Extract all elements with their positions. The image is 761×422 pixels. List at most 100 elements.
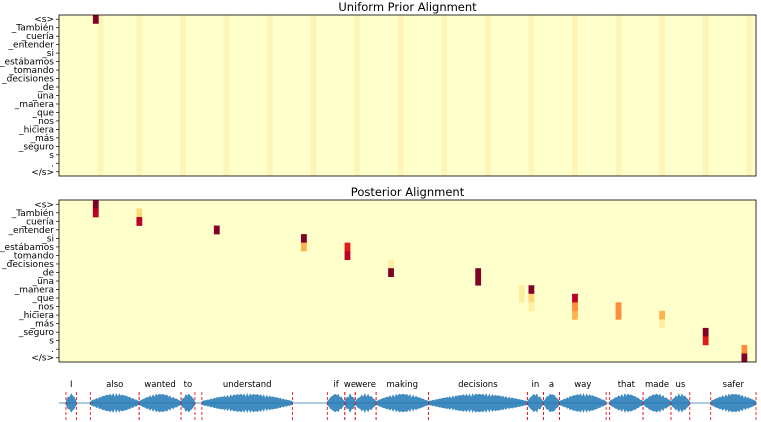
y-tick-label: </s> [31, 168, 54, 178]
prior-stripe [528, 15, 535, 176]
heatmap-cell [702, 336, 709, 346]
heatmap-bg-0 [59, 15, 756, 176]
y-tick-label: _tomando [8, 251, 54, 261]
heatmap-cell [388, 259, 394, 269]
heatmap-cell [136, 208, 143, 218]
y-tick-label: _También [11, 208, 54, 219]
word-label: in [532, 380, 540, 390]
prior-stripe [354, 15, 361, 176]
waveform-segment [671, 393, 690, 413]
y-tick-label: _seguro [18, 142, 55, 152]
y-tick-label: _si [41, 234, 54, 244]
y-tick-label: _una [32, 277, 54, 287]
word-label: wanted [144, 380, 176, 390]
prior-stripe [746, 15, 753, 176]
prior-stripe [136, 15, 143, 176]
waveform-segment [90, 393, 140, 413]
waveform-segment [355, 393, 377, 413]
heatmap-cell [475, 268, 482, 278]
y-tick-label: _nos [33, 117, 55, 127]
waveform-segment [201, 393, 293, 413]
heatmap-cell [475, 276, 482, 286]
heatmap-cell [518, 293, 525, 303]
prior-stripe [702, 15, 709, 176]
y-tick-label: _entender [8, 226, 55, 236]
y-tick-label: _decisiones [1, 75, 54, 85]
heatmap-cell [431, 259, 438, 269]
prior-stripe [267, 15, 273, 176]
y-tick-label: _seguro [18, 328, 55, 338]
prior-stripe [441, 15, 448, 176]
y-tick-label: _más [30, 134, 55, 144]
y-tick-label: _cuería [21, 217, 54, 227]
prior-stripe [484, 15, 491, 176]
heatmap-cell [92, 208, 99, 218]
y-tick-label: _tomando [8, 66, 54, 76]
y-tick-label: _cuería [21, 32, 54, 42]
panel-title-1: Posterior Alignment [351, 185, 465, 199]
y-tick-label: _de [37, 83, 54, 93]
heatmap-cell [301, 242, 307, 252]
y-tick-label: s [49, 151, 54, 161]
word-label: I [70, 380, 73, 390]
heatmap-cell [741, 353, 748, 363]
heatmap-cell [615, 310, 622, 320]
y-tick-label: _manera [14, 286, 54, 296]
waveform-segment [327, 393, 345, 413]
heatmap-cell [92, 15, 99, 24]
heatmap-cell [344, 251, 351, 260]
waveform-segment [527, 393, 544, 413]
waveform-segment [643, 393, 671, 413]
heatmap-cell [213, 225, 220, 235]
waveform-segment [376, 393, 429, 413]
word-label: safer [723, 380, 745, 390]
word-label: making [386, 380, 418, 390]
heatmap-bg-1 [59, 200, 756, 362]
prior-stripe [310, 15, 317, 176]
heatmap-cell [344, 242, 351, 252]
y-tick-label: <s> [34, 15, 54, 25]
y-tick-label: <s> [34, 200, 54, 210]
heatmap-cell [136, 217, 143, 226]
y-tick-label: _si [41, 49, 54, 59]
y-tick-label: _decisiones [1, 260, 54, 270]
heatmap-cell [702, 327, 709, 337]
y-tick-label: _manera [14, 100, 54, 110]
waveform-segment [139, 393, 181, 413]
y-tick-label: </s> [31, 354, 54, 364]
y-tick-label: _hiciera [18, 311, 54, 321]
heatmap-cell [572, 310, 578, 320]
heatmap-cell [528, 285, 535, 295]
waveform-segment [66, 393, 77, 413]
y-tick-label: _hiciera [18, 125, 54, 135]
word-label: a [549, 380, 554, 390]
y-tick-label: _estábamos [0, 243, 54, 253]
prior-stripe [572, 15, 578, 176]
y-tick-label: _de [37, 268, 54, 278]
heatmap-cell [572, 302, 578, 312]
heatmap-cell [301, 234, 307, 243]
y-tick-label: . [51, 159, 54, 169]
heatmap-cell [659, 319, 666, 329]
word-label: way [574, 380, 591, 390]
word-label: were [355, 380, 376, 390]
prior-stripe [180, 15, 186, 176]
y-tick-label: _También [11, 23, 54, 34]
word-label: decisions [458, 380, 498, 390]
prior-stripe [97, 15, 104, 176]
word-label: we [344, 380, 356, 390]
heatmap-cell [388, 268, 394, 278]
word-label: if [333, 380, 339, 390]
prior-stripe [659, 15, 666, 176]
prior-stripe [223, 15, 230, 176]
heatmap-cell [92, 200, 99, 209]
heatmap-cell [659, 310, 666, 320]
heatmap-cell [518, 285, 525, 295]
y-tick-label: _entender [8, 41, 55, 51]
y-tick-label: _más [30, 320, 55, 330]
y-tick-label: s [49, 337, 54, 347]
waveform-segment [344, 393, 356, 413]
waveform-segment [710, 393, 756, 413]
word-label: to [184, 380, 193, 390]
